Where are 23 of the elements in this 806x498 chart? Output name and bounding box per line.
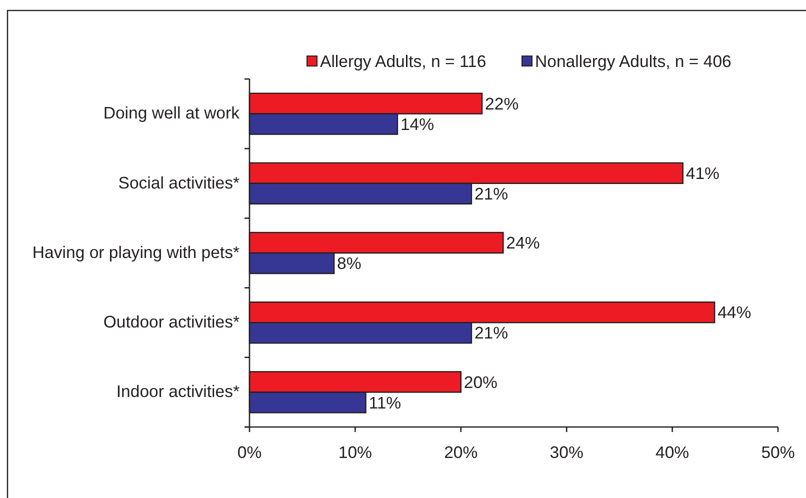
data-label: 24% (506, 234, 540, 253)
y-tick-label: Having or playing with pets* (32, 242, 240, 262)
data-label: 8% (337, 254, 362, 274)
data-label: 20% (464, 372, 498, 392)
x-tick-label: 30% (550, 442, 584, 462)
x-tick-label: 0% (237, 442, 262, 462)
data-label: 41% (686, 164, 720, 184)
x-tick-label: 20% (444, 442, 478, 462)
data-label: 44% (718, 303, 752, 322)
data-label: 22% (485, 94, 519, 114)
data-label: 21% (474, 184, 508, 204)
y-tick-label: Indoor activities* (116, 382, 240, 402)
x-tick-label: 40% (656, 442, 690, 462)
data-label: 21% (474, 324, 508, 343)
x-tick-label: 50% (761, 442, 795, 462)
x-tick-label: 10% (338, 442, 372, 462)
legend-label: Nonallergy Adults, n = 406 (535, 52, 732, 71)
data-label: 11% (368, 393, 402, 412)
y-tick-label: Outdoor activities* (103, 312, 240, 332)
y-tick-label: Doing well at work (103, 104, 240, 123)
y-tick-label: Social activities* (118, 173, 240, 192)
legend-label: Allergy Adults, n = 116 (320, 52, 486, 71)
data-label: 14% (400, 114, 434, 134)
